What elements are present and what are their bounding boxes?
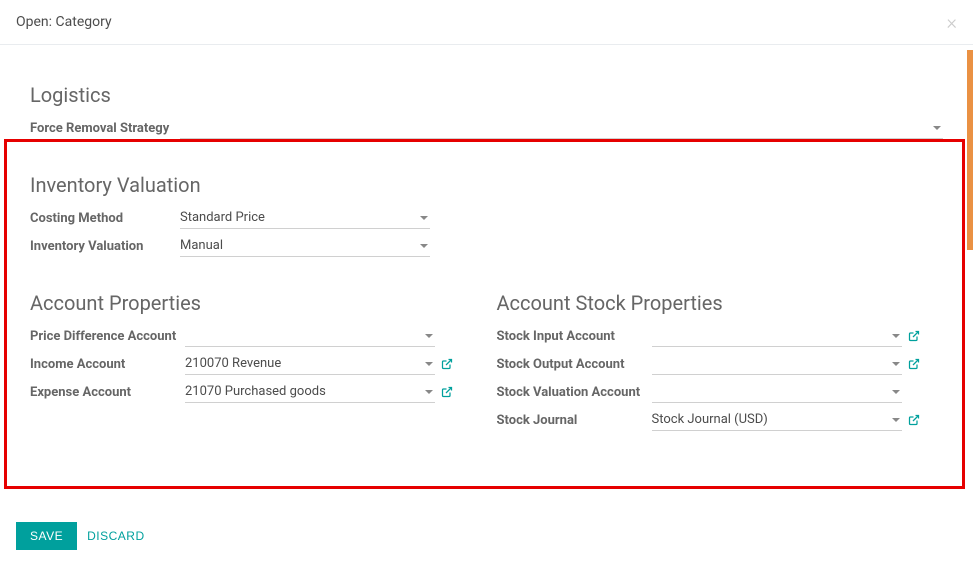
dropdown-stock-journal[interactable]: Stock Journal (USD) — [652, 409, 902, 431]
external-link-icon[interactable] — [908, 414, 920, 426]
section-account-props-title: Account Properties — [30, 291, 477, 315]
section-logistics-title: Logistics — [30, 83, 943, 107]
dropdown-price-diff[interactable] — [185, 325, 435, 347]
row-stock-valuation: Stock Valuation Account — [497, 379, 944, 405]
two-column-layout: Account Properties Price Difference Acco… — [30, 291, 943, 435]
label-stock-journal: Stock Journal — [497, 413, 652, 428]
label-stock-valuation: Stock Valuation Account — [497, 385, 652, 400]
row-stock-journal: Stock Journal Stock Journal (USD) — [497, 407, 944, 433]
dropdown-stock-input[interactable] — [652, 325, 902, 347]
modal-title: Open: Category — [16, 14, 112, 30]
modal-header: Open: Category × — [0, 0, 973, 45]
chevron-down-icon — [420, 216, 428, 220]
dropdown-expense-account[interactable]: 21070 Purchased goods — [185, 381, 435, 403]
external-link-icon[interactable] — [908, 358, 920, 370]
label-force-removal: Force Removal Strategy — [30, 121, 180, 136]
modal-footer: SAVE DISCARD — [0, 510, 973, 562]
col-account-properties: Account Properties Price Difference Acco… — [30, 291, 477, 435]
external-link-icon[interactable] — [908, 330, 920, 342]
label-inventory-valuation: Inventory Valuation — [30, 239, 180, 254]
chevron-down-icon — [425, 334, 433, 338]
dropdown-costing-method[interactable]: Standard Price — [180, 207, 430, 229]
row-costing-method: Costing Method Standard Price — [30, 205, 943, 231]
row-expense-account: Expense Account 21070 Purchased goods — [30, 379, 477, 405]
save-button[interactable]: SAVE — [16, 522, 77, 550]
row-force-removal: Force Removal Strategy — [30, 115, 943, 141]
label-income-account: Income Account — [30, 357, 185, 372]
close-icon[interactable]: × — [947, 10, 957, 34]
chevron-down-icon — [892, 334, 900, 338]
dropdown-inventory-valuation[interactable]: Manual — [180, 235, 430, 257]
row-income-account: Income Account 210070 Revenue — [30, 351, 477, 377]
chevron-down-icon — [425, 362, 433, 366]
chevron-down-icon — [892, 390, 900, 394]
row-inventory-valuation: Inventory Valuation Manual — [30, 233, 943, 259]
chevron-down-icon — [425, 390, 433, 394]
discard-button[interactable]: DISCARD — [87, 529, 145, 543]
chevron-down-icon — [933, 126, 941, 130]
chevron-down-icon — [420, 244, 428, 248]
chevron-down-icon — [892, 418, 900, 422]
dropdown-stock-valuation[interactable] — [652, 381, 902, 403]
scrollbar-indicator[interactable] — [967, 50, 973, 250]
col-stock-properties: Account Stock Properties Stock Input Acc… — [497, 291, 944, 435]
row-stock-output: Stock Output Account — [497, 351, 944, 377]
label-price-diff: Price Difference Account — [30, 329, 185, 344]
label-stock-input: Stock Input Account — [497, 329, 652, 344]
label-stock-output: Stock Output Account — [497, 357, 652, 372]
external-link-icon[interactable] — [441, 386, 453, 398]
modal-body: Logistics Force Removal Strategy Invento… — [0, 45, 973, 510]
row-stock-input: Stock Input Account — [497, 323, 944, 349]
label-expense-account: Expense Account — [30, 385, 185, 400]
chevron-down-icon — [892, 362, 900, 366]
dropdown-income-account[interactable]: 210070 Revenue — [185, 353, 435, 375]
dropdown-stock-output[interactable] — [652, 353, 902, 375]
section-stock-props-title: Account Stock Properties — [497, 291, 944, 315]
dropdown-force-removal[interactable] — [180, 117, 943, 139]
row-price-diff: Price Difference Account — [30, 323, 477, 349]
label-costing-method: Costing Method — [30, 211, 180, 226]
section-inventory-title: Inventory Valuation — [30, 173, 943, 197]
external-link-icon[interactable] — [441, 358, 453, 370]
